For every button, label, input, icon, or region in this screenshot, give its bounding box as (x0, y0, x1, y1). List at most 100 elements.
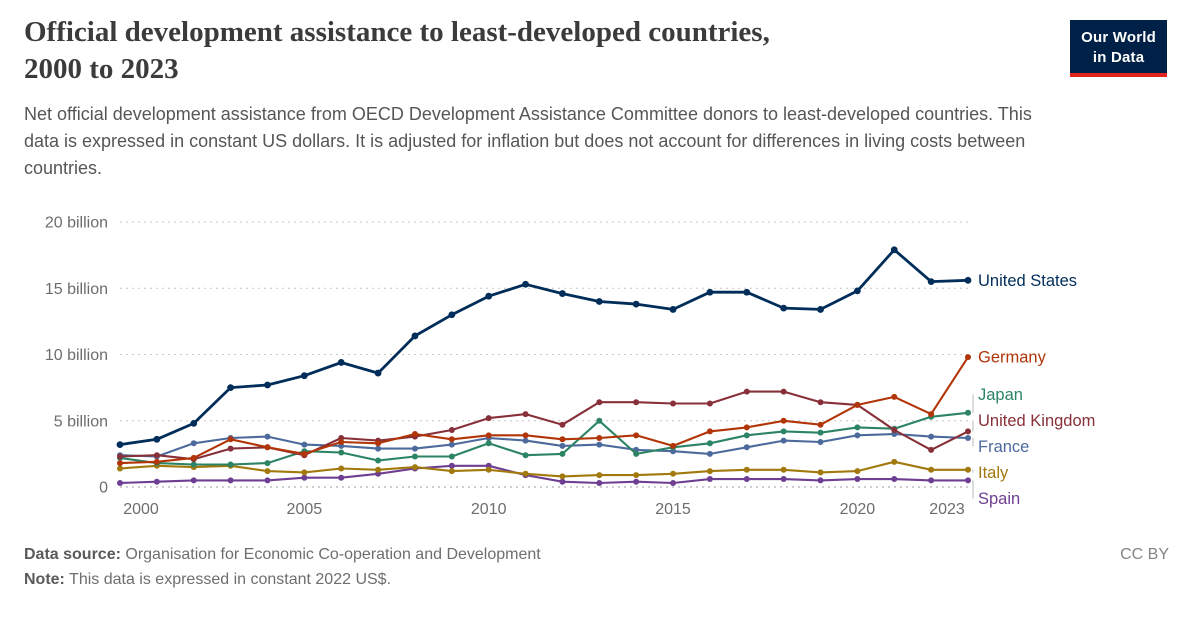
data-point (300, 372, 308, 380)
data-point (891, 427, 898, 434)
data-point (780, 417, 787, 424)
chart-footer: Data source: Organisation for Economic C… (24, 546, 1169, 589)
data-point (559, 442, 566, 449)
data-point (706, 400, 713, 407)
data-point (780, 466, 787, 473)
data-point (485, 432, 492, 439)
data-point (706, 450, 713, 457)
data-point (264, 460, 271, 467)
data-point (301, 474, 308, 481)
data-point (669, 306, 677, 313)
x-tick-label: 2000 (123, 501, 159, 518)
data-point (743, 424, 750, 431)
logo-line1: Our World (1081, 29, 1156, 46)
data-point (116, 441, 124, 448)
data-point (743, 444, 750, 451)
series-line-spain (118, 464, 970, 485)
data-point (817, 421, 824, 428)
data-point (153, 435, 161, 443)
y-tick-label: 0 (99, 480, 108, 497)
data-point (375, 440, 382, 447)
footnote: Note: This data is expressed in constant… (24, 571, 1169, 589)
line-chart: 0 5 billion 10 billion 15 billion 20 billion… (45, 215, 1096, 519)
logo-line2: in Data (1092, 48, 1145, 66)
series-end-label: United States (978, 272, 1077, 290)
data-point (596, 417, 603, 424)
data-point (743, 432, 750, 439)
data-point (374, 369, 382, 377)
data-point (817, 438, 824, 445)
data-point (337, 359, 345, 366)
data-point (633, 432, 640, 439)
data-point (117, 465, 123, 472)
footnote-label: Note: (24, 571, 65, 588)
data-point (891, 458, 898, 465)
data-point (596, 434, 603, 441)
data-point (890, 246, 898, 254)
data-point (485, 440, 492, 447)
data-point (596, 472, 603, 479)
data-point (227, 445, 234, 452)
data-point (633, 399, 640, 406)
data-point (965, 466, 971, 473)
data-point (375, 445, 382, 452)
data-point (706, 468, 713, 475)
data-point (780, 428, 787, 435)
data-point (928, 433, 935, 440)
data-point (633, 472, 640, 479)
series-end-label: Japan (978, 386, 1023, 404)
x-tick-label: 2023 (929, 501, 965, 518)
data-point (817, 306, 824, 313)
y-tick-label: 5 billion (54, 413, 108, 430)
data-point (559, 421, 566, 428)
data-point (411, 445, 418, 452)
data-point (780, 388, 787, 395)
data-point (596, 399, 603, 406)
data-point (117, 460, 123, 467)
data-point (301, 469, 308, 476)
data-point (301, 441, 308, 448)
data-point (448, 436, 455, 443)
data-point (743, 288, 751, 296)
data-point (670, 442, 677, 449)
data-point (854, 401, 861, 408)
data-point (596, 480, 603, 487)
data-point (375, 466, 382, 473)
data-point (522, 470, 529, 477)
data-point (338, 465, 345, 472)
data-point (928, 466, 935, 473)
data-point (927, 278, 935, 286)
data-point (448, 427, 455, 434)
data-point (743, 466, 750, 473)
y-tick-label: 20 billion (45, 215, 108, 232)
data-point (632, 300, 640, 308)
data-point (227, 477, 234, 484)
data-point (448, 468, 455, 475)
data-point (633, 450, 640, 457)
data-source-text: Organisation for Economic Co-operation a… (125, 546, 541, 563)
series-line-italy (118, 460, 970, 478)
data-point (854, 424, 861, 431)
data-point (965, 428, 971, 435)
data-point (485, 292, 493, 300)
series-end-label: France (978, 438, 1029, 456)
data-point (706, 440, 713, 447)
data-point (965, 477, 971, 484)
data-point (264, 468, 271, 475)
chart-title-line2: 2000 to 2023 (24, 53, 179, 86)
data-point (928, 477, 935, 484)
data-source: Data source: Organisation for Economic C… (24, 546, 541, 564)
data-point (375, 457, 382, 464)
data-point (780, 304, 788, 312)
data-point (264, 381, 271, 389)
chart-title: Official development assistance to least… (24, 14, 1064, 88)
data-point (522, 280, 529, 288)
series-end-label: United Kingdom (978, 412, 1095, 430)
x-tick-label: 2005 (287, 501, 323, 518)
data-point (817, 399, 824, 406)
footnote-text: This data is expressed in constant 2022 … (69, 571, 392, 588)
data-point (522, 411, 529, 418)
data-point (853, 287, 861, 295)
data-point (448, 462, 455, 469)
